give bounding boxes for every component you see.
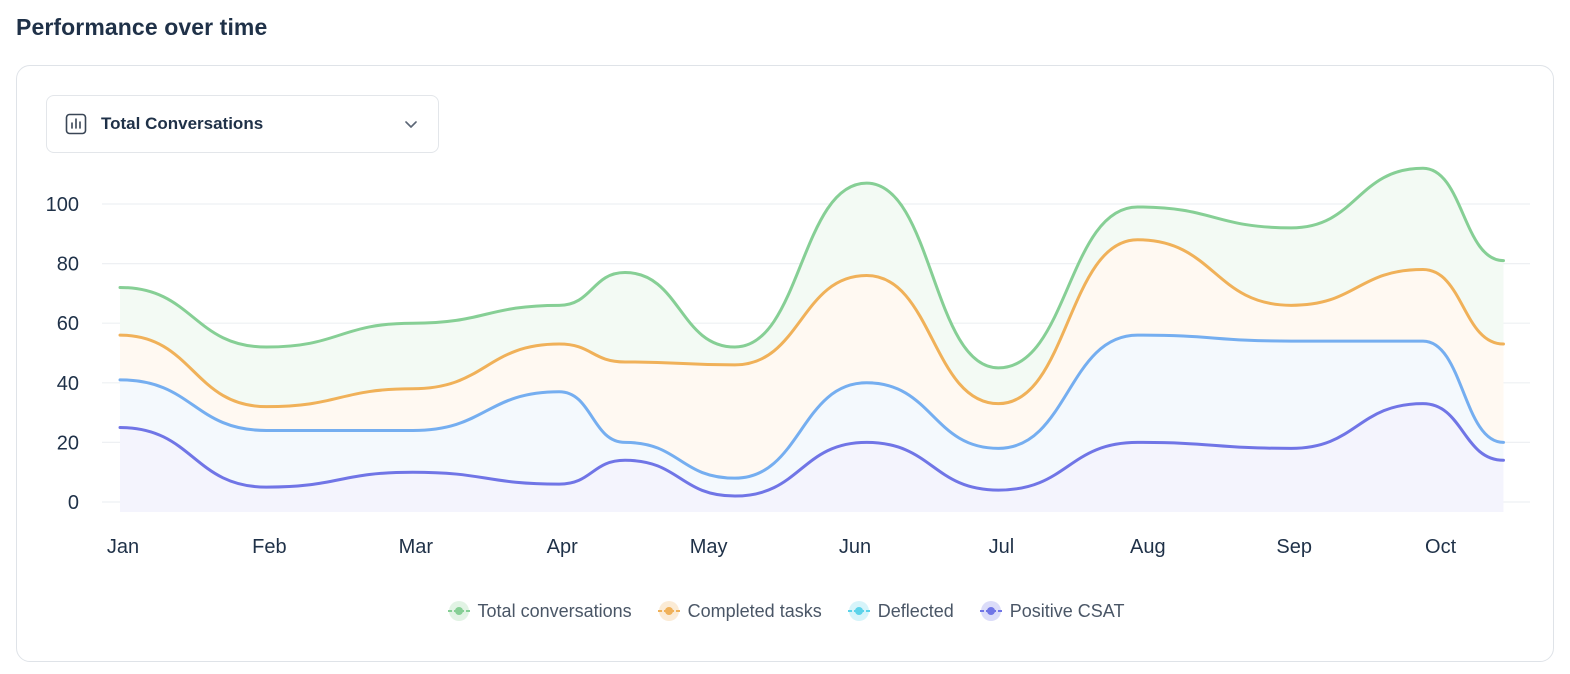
legend-item[interactable]: Total conversations bbox=[446, 600, 632, 622]
x-tick-label: Feb bbox=[252, 536, 286, 558]
y-tick-label: 100 bbox=[46, 194, 79, 216]
x-tick-label: Sep bbox=[1276, 536, 1312, 558]
y-tick-label: 20 bbox=[57, 432, 79, 454]
chart-legend: Total conversations Completed tasks Defl… bbox=[0, 600, 1570, 622]
y-tick-label: 40 bbox=[57, 373, 79, 395]
area-fill-positive-csat bbox=[120, 403, 1504, 512]
metric-select-value: Total Conversations bbox=[101, 114, 264, 133]
x-tick-label: Jun bbox=[839, 536, 871, 558]
metric-select[interactable]: Total Conversations bbox=[46, 95, 439, 153]
y-tick-label: 80 bbox=[57, 254, 79, 276]
legend-label: Total conversations bbox=[477, 600, 632, 621]
x-tick-label: Jul bbox=[989, 536, 1015, 558]
series-line-positive-csat[interactable] bbox=[118, 402, 1505, 498]
legend-item[interactable]: Deflected bbox=[846, 600, 954, 622]
series-line-total-conversations[interactable] bbox=[118, 166, 1505, 370]
x-tick-label: Apr bbox=[547, 536, 578, 558]
legend-label: Completed tasks bbox=[687, 600, 822, 621]
y-tick-label: 60 bbox=[57, 313, 79, 335]
x-tick-label: Oct bbox=[1425, 536, 1457, 558]
bar-chart-icon bbox=[65, 113, 87, 135]
legend-item[interactable]: Completed tasks bbox=[656, 600, 822, 622]
legend-label: Deflected bbox=[877, 600, 954, 621]
legend-marker-icon bbox=[978, 600, 1004, 622]
x-tick-label: Aug bbox=[1130, 536, 1166, 558]
legend-marker-icon bbox=[656, 600, 682, 622]
legend-label: Positive CSAT bbox=[1009, 600, 1125, 621]
series-line-deflected[interactable] bbox=[118, 333, 1505, 480]
y-tick-label: 0 bbox=[68, 492, 79, 514]
series-line-completed-tasks[interactable] bbox=[118, 238, 1505, 409]
x-tick-label: Mar bbox=[399, 536, 434, 558]
legend-marker-icon bbox=[846, 600, 872, 622]
page-title: Performance over time bbox=[16, 14, 268, 40]
legend-marker-icon bbox=[446, 600, 472, 622]
line-area-chart: 0 20 40 60 80 100 Jan Feb Mar Apr May Jun Jul Aug Sep O… bbox=[46, 166, 1530, 558]
x-tick-label: May bbox=[690, 536, 728, 558]
x-tick-label: Jan bbox=[107, 536, 139, 558]
chevron-down-icon bbox=[402, 115, 420, 133]
legend-item[interactable]: Positive CSAT bbox=[978, 600, 1125, 622]
